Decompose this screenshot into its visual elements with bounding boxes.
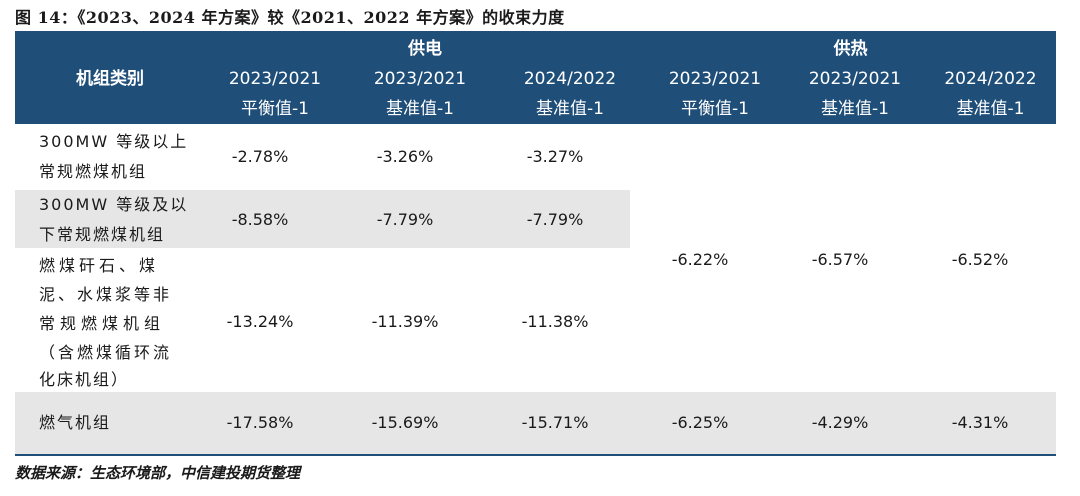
row-3-power-2: -11.39% [371, 312, 439, 331]
header-col-4-line1: 2023/2021 [668, 69, 762, 89]
heat-merged-3: -6.52% [951, 250, 1009, 269]
header-col-1-line1: 2023/2021 [228, 69, 322, 89]
row-3-category-line3: 常规燃煤机组 [39, 314, 166, 333]
row-1-power-3: -3.27% [526, 147, 584, 166]
header-col-3-line2: 基准值-1 [536, 99, 604, 119]
row-2-power-3: -7.79% [526, 210, 584, 229]
row-1-category-line1: 300MW 等级以上 [39, 132, 189, 151]
header-col-5-line1: 2023/2021 [808, 69, 902, 89]
row-1-power-2: -3.26% [376, 147, 434, 166]
header-col-2-line1: 2023/2021 [373, 69, 467, 89]
figure-caption: 图 14：《2023、2024 年方案》较《2021、2022 年方案》的收束力… [15, 8, 565, 27]
table-header: 机组类别 供电 供热 2023/2021 平衡值-1 2023/2021 基准值… [15, 34, 1056, 124]
heat-merged-1: -6.22% [671, 250, 729, 269]
header-col-3-line1: 2024/2022 [523, 69, 617, 89]
table-top-rule [15, 31, 1056, 34]
header-col-1-line2: 平衡值-1 [241, 99, 309, 119]
row-3-category-line1: 燃煤矸石、煤 [39, 256, 160, 275]
header-col-2-line2: 基准值-1 [386, 99, 454, 119]
header-group-heat: 供热 [833, 39, 868, 59]
row-4-power-1: -17.58% [226, 413, 294, 432]
row-4-heat-1: -6.25% [671, 413, 729, 432]
header-col-5-line2: 基准值-1 [821, 99, 889, 119]
row-1-category-line2: 常规燃煤机组 [39, 162, 148, 181]
header-col-6-line2: 基准值-1 [956, 99, 1025, 119]
header-col-4-line2: 平衡值-1 [681, 99, 749, 119]
header-col-6-line1: 2024/2022 [944, 69, 1037, 89]
row-3-category-line2: 泥、水煤浆等非 [39, 285, 173, 304]
row-2-power-1: -8.58% [231, 210, 289, 229]
row-4-power-3: -15.71% [521, 413, 589, 432]
header-category: 机组类别 [76, 69, 144, 89]
row-3-power-3: -11.38% [521, 312, 589, 331]
row-1-power-1: -2.78% [231, 147, 289, 166]
row-4-category: 燃气机组 [39, 413, 112, 432]
heat-merged-2: -6.57% [811, 250, 869, 269]
row-4-power-2: -15.69% [371, 413, 439, 432]
source-note: 数据来源：生态环境部，中信建投期货整理 [15, 464, 301, 482]
row-4-shading [15, 392, 1056, 454]
row-2-category-line1: 300MW 等级及以 [39, 195, 189, 214]
row-3-category-line4: （含燃煤循环流 [39, 343, 173, 362]
table-bottom-rule [15, 454, 1056, 456]
row-2-category-line2: 下常规燃煤机组 [39, 225, 166, 244]
row-2-power-2: -7.79% [376, 210, 434, 229]
row-3-category-line5: 化床机组） [39, 370, 130, 389]
row-4-heat-3: -4.31% [951, 413, 1009, 432]
row-3-power-1: -13.24% [226, 312, 294, 331]
row-2-shading [15, 190, 630, 248]
row-4-heat-2: -4.29% [811, 413, 869, 432]
header-group-power: 供电 [408, 39, 442, 59]
